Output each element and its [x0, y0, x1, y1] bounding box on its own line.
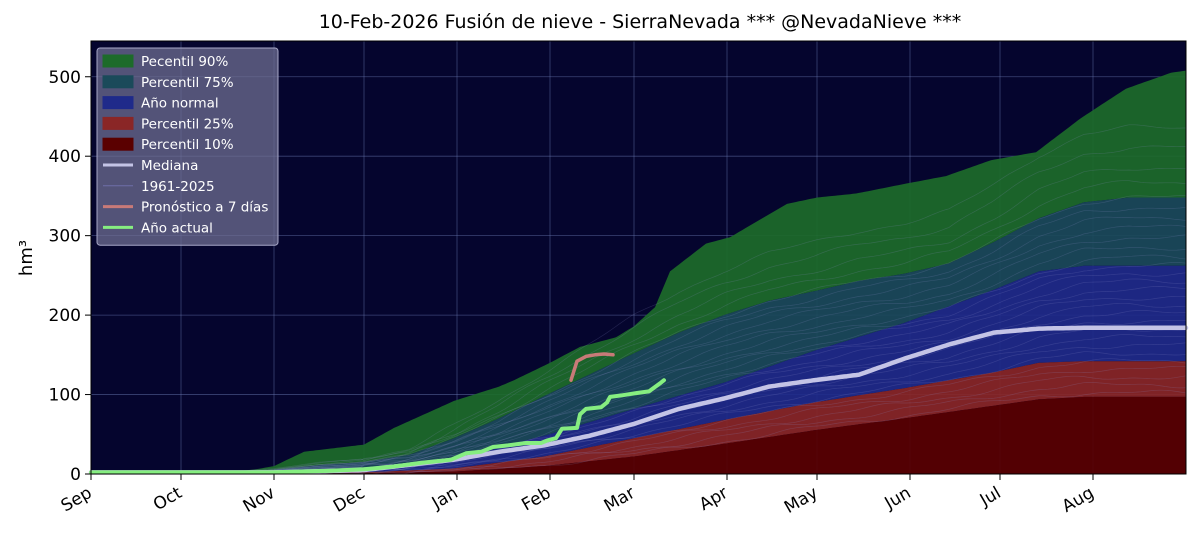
y-axis-label: hm³	[16, 240, 37, 276]
pronostico-line	[569, 352, 615, 382]
y-tick-label: 300	[49, 227, 81, 247]
legend: Pecentil 90% Percentil 75% Año normal Perce…	[96, 47, 279, 246]
legend-pron-stico-a-7-d-as-label: Pronóstico a 7 días	[141, 200, 268, 216]
historic-curve	[91, 180, 1187, 474]
historic-curve	[91, 194, 1187, 474]
historic-curve	[91, 124, 1186, 473]
x-tick-label: Feb	[518, 483, 554, 515]
y-tick-label: 500	[49, 68, 81, 88]
legend-1961-2025-label: 1961-2025	[141, 179, 215, 195]
x-tick-label: Sep	[58, 483, 96, 516]
y-tick-label: 400	[49, 147, 81, 167]
x-tick-label: Oct	[150, 483, 186, 515]
band-percentil-75	[91, 197, 1186, 473]
plot-frame	[90, 40, 1187, 475]
historic-curve	[91, 216, 1187, 474]
legend-percentil-75-label: Percentil 75%	[141, 75, 234, 91]
legend-percentil-25-swatch	[102, 116, 134, 130]
legend-a-o-actual-label: Año actual	[141, 220, 213, 236]
percentile-bands	[91, 70, 1186, 474]
band-percentil-10	[91, 396, 1186, 474]
x-tick-label: Jan	[428, 483, 462, 514]
y-tick-label: 100	[49, 386, 81, 406]
legend-pecentil-90-swatch	[102, 54, 134, 68]
legend-percentil-75-swatch	[102, 75, 134, 89]
x-tick-label: Mar	[601, 483, 639, 516]
legend-a-o-normal-swatch	[102, 96, 134, 110]
x-tick-label: May	[781, 483, 821, 518]
actual-line	[89, 378, 666, 475]
legend-box	[96, 47, 279, 246]
historic-curve	[91, 167, 1186, 474]
x-tick-label: Aug	[1059, 483, 1098, 517]
x-tick-label: Apr	[696, 483, 731, 515]
legend-percentil-10-label: Percentil 10%	[141, 137, 234, 153]
chart-title: 10-Feb-2026 Fusión de nieve - SierraNeva…	[319, 11, 962, 33]
historic-curve	[91, 145, 1187, 473]
band-percentil-25	[91, 361, 1186, 474]
x-tick-label: Jul	[976, 483, 1005, 511]
legend-a-o-normal-label: Año normal	[141, 96, 219, 112]
y-tick-label: 0	[70, 465, 81, 485]
y-tick-label: 200	[49, 306, 81, 326]
legend-mediana-label: Mediana	[141, 158, 198, 174]
x-tick-label: Nov	[240, 483, 279, 517]
legend-percentil-25-label: Percentil 25%	[141, 116, 234, 132]
legend-percentil-10-swatch	[102, 137, 134, 151]
x-tick-label: Dec	[330, 483, 368, 517]
x-tick-label: Jun	[881, 483, 915, 514]
band-a-o-normal	[91, 265, 1186, 473]
main-lines	[88, 325, 1189, 475]
legend-pecentil-90-label: Pecentil 90%	[141, 54, 229, 70]
